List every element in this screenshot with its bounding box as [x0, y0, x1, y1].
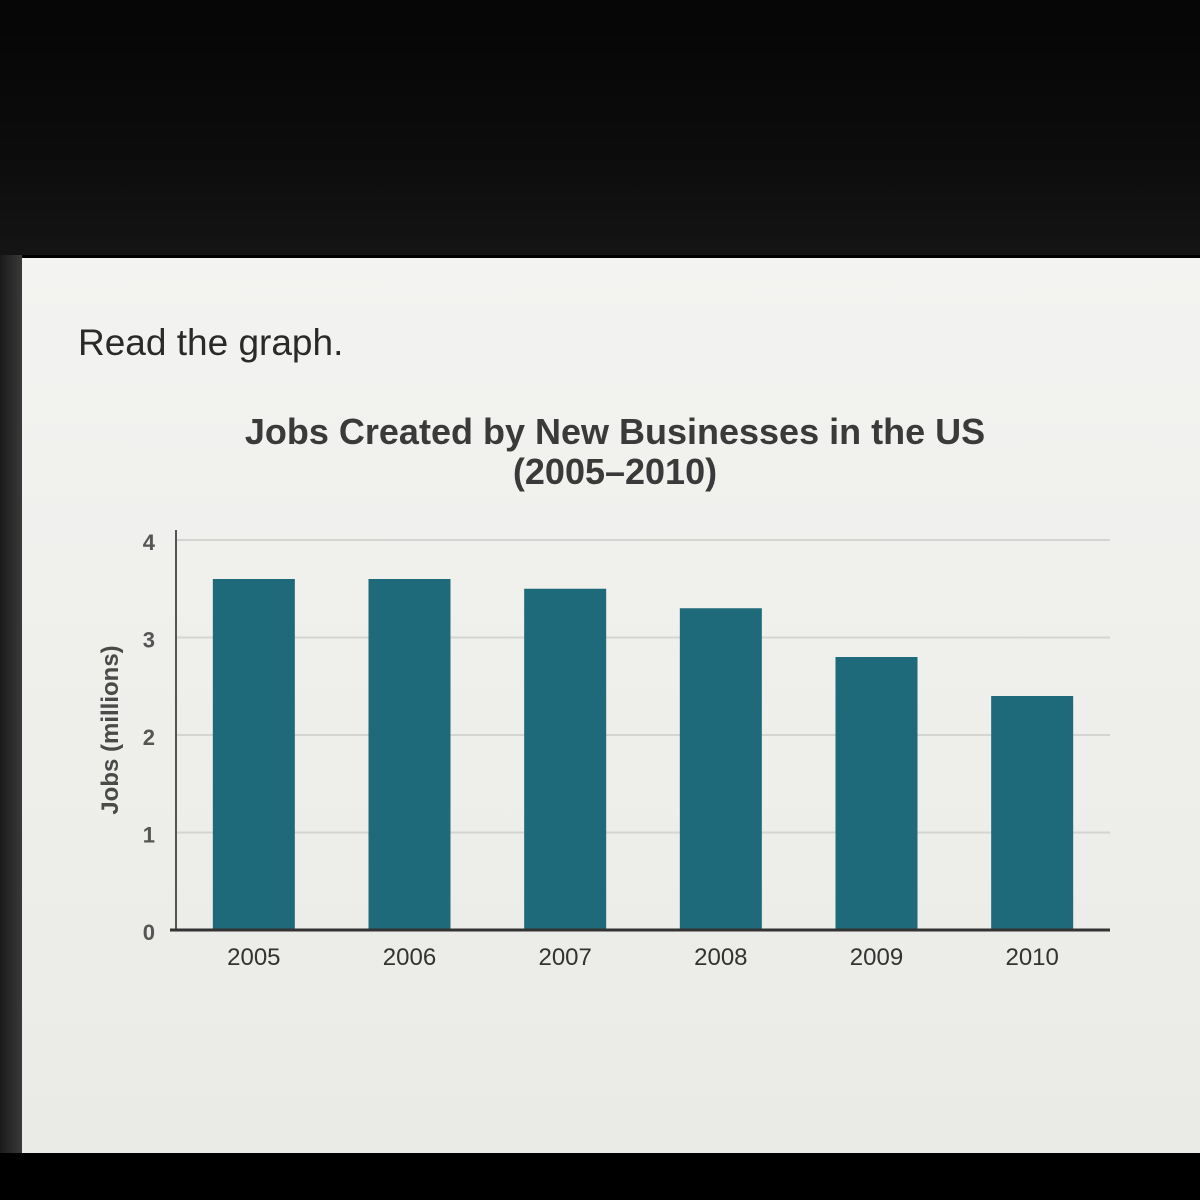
y-tick-label: 3 [143, 628, 155, 653]
bar-2005 [212, 579, 295, 930]
y-tick-label: 4 [143, 530, 156, 555]
axes [170, 530, 1110, 932]
chart-title-block: Jobs Created by New Businesses in the US… [200, 412, 1030, 492]
x-tick-label: 2010 [1005, 944, 1058, 971]
x-tick-label: 2005 [227, 944, 280, 971]
y-tick-label: 2 [143, 725, 155, 750]
x-tick-label: 2008 [694, 944, 747, 971]
tick-labels: 0 1 2 3 4 2005 2006 2007 2008 2009 2010 [143, 530, 1059, 971]
y-axis-label: Jobs (millions) [97, 645, 124, 814]
bar-2008 [679, 608, 762, 930]
gridlines [176, 539, 1110, 834]
instruction-text: Read the graph. [78, 322, 344, 363]
bars [212, 579, 1074, 930]
bar-2007 [524, 588, 607, 930]
monitor-bezel-left [0, 255, 22, 1155]
x-tick-label: 2006 [383, 944, 436, 971]
chart-subtitle: (2005–2010) [512, 451, 718, 492]
monitor-bottom-bezel [0, 1153, 1200, 1200]
bar-2009 [835, 657, 918, 930]
x-tick-label: 2009 [850, 944, 903, 971]
bar-2010 [991, 696, 1074, 930]
y-tick-label: 1 [143, 823, 155, 848]
monitor-top-dark-area [0, 0, 1200, 255]
chart-title: Jobs Created by New Businesses in the US [244, 411, 986, 452]
bar-2006 [368, 579, 451, 930]
y-tick-label: 0 [143, 920, 155, 945]
x-tick-label: 2007 [538, 944, 591, 971]
